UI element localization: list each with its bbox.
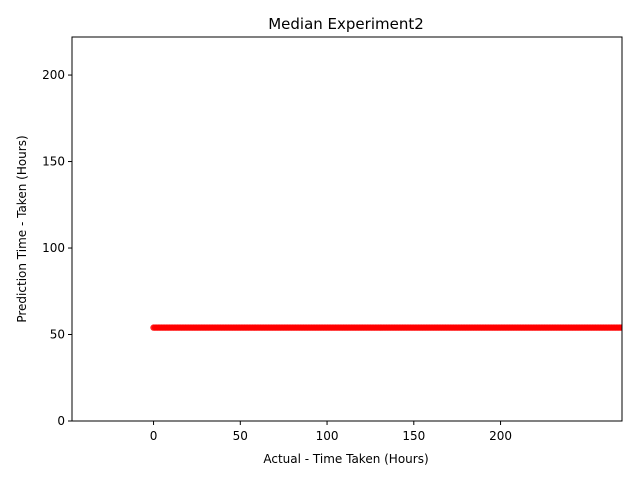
y-axis-label: Prediction Time - Taken (Hours) xyxy=(15,135,29,322)
x-axis-ticks: 0 50 100 150 200 xyxy=(150,421,512,443)
x-tick-label: 150 xyxy=(402,429,425,443)
chart-title: Median Experiment2 xyxy=(268,15,424,33)
x-tick-label: 0 xyxy=(150,429,158,443)
x-tick-label: 100 xyxy=(316,429,339,443)
x-tick-label: 200 xyxy=(489,429,512,443)
data-point xyxy=(619,324,622,331)
y-tick-label: 50 xyxy=(50,328,65,342)
y-tick-label: 150 xyxy=(42,155,65,169)
y-axis-ticks: 0 50 100 150 200 xyxy=(42,68,72,428)
x-tick-label: 50 xyxy=(233,429,248,443)
y-tick-label: 100 xyxy=(42,241,65,255)
y-tick-label: 0 xyxy=(57,414,65,428)
y-tick-label: 200 xyxy=(42,68,65,82)
data-points xyxy=(150,324,622,331)
x-axis-label: Actual - Time Taken (Hours) xyxy=(263,452,428,466)
plot-frame xyxy=(71,36,623,422)
